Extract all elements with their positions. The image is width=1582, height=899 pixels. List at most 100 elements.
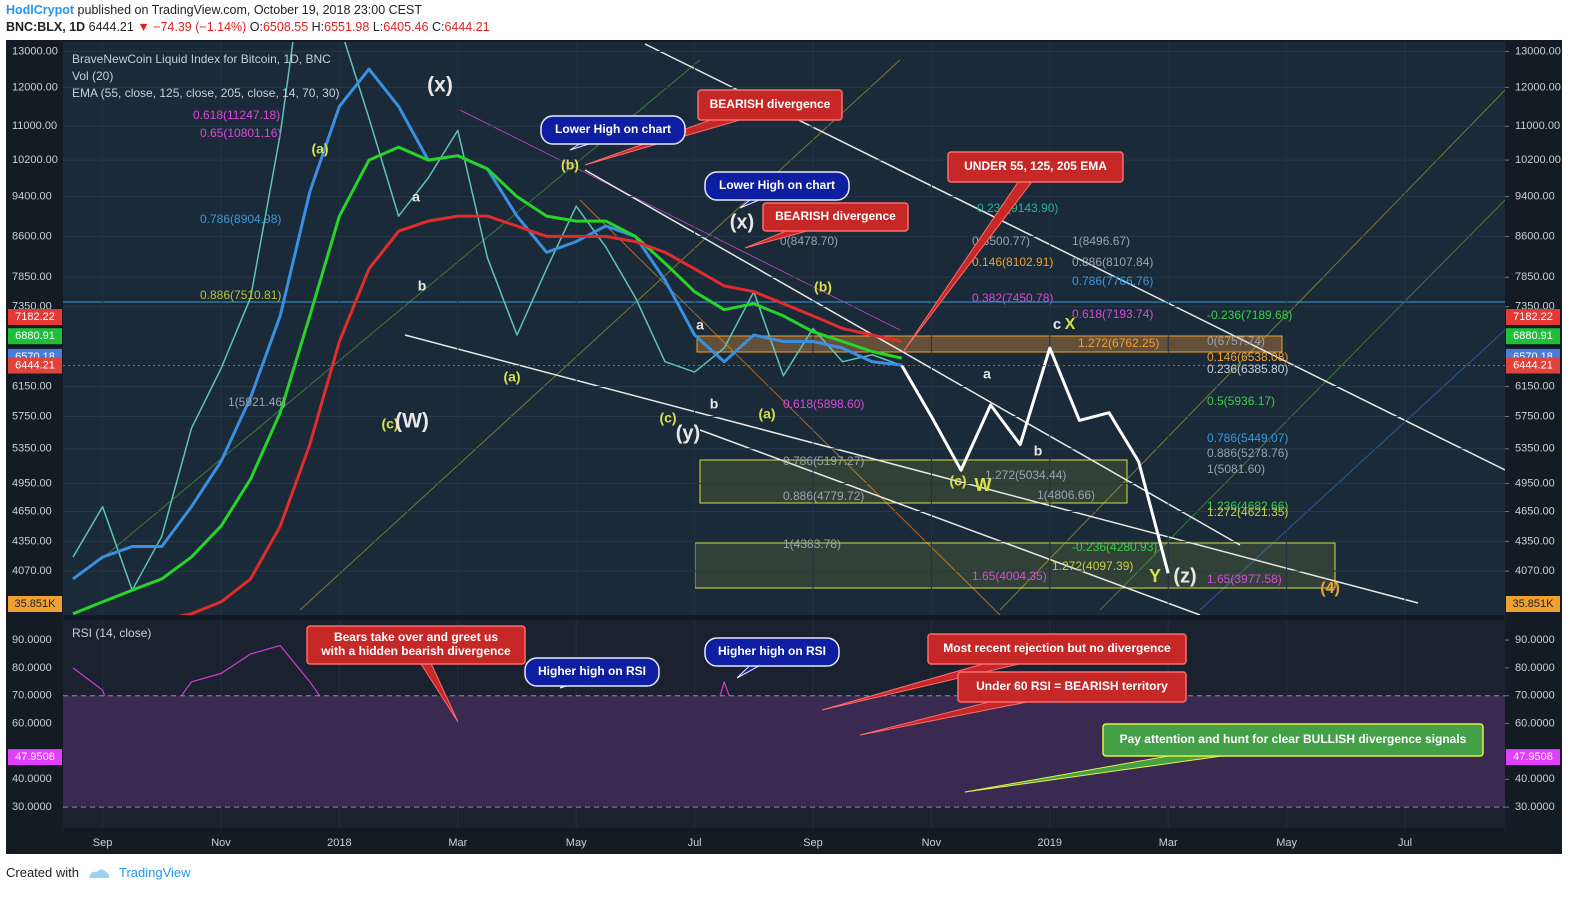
callout-text: with a hidden bearish divergence	[320, 644, 511, 658]
wave-label: (x)	[427, 74, 453, 97]
callout	[697, 89, 843, 121]
brand[interactable]: TradingView	[118, 865, 191, 880]
y-tick-label: 80.0000	[1515, 662, 1555, 674]
callout	[704, 637, 840, 667]
x-tick-label: 2019	[1038, 837, 1062, 849]
fib-label: 0(6757.74)	[1207, 334, 1265, 348]
y-tick-label: 4350.00	[1515, 535, 1555, 547]
fib-label: 0.146(6538.08)	[1207, 350, 1288, 364]
fib-label: 1.272(4097.39)	[1052, 559, 1133, 573]
y-tick-label: 70.0000	[12, 690, 52, 702]
wave-label: b	[710, 396, 719, 412]
callout	[524, 657, 660, 687]
y-tick-label: 4950.00	[12, 477, 52, 489]
callout	[957, 671, 1187, 703]
callout	[1102, 723, 1484, 757]
trend-line	[579, 199, 1001, 615]
fib-label: 0.146(8102.91)	[972, 255, 1053, 269]
fib-label: 1.272(6762.25)	[1078, 336, 1159, 350]
y-tick-label: 13000.00	[1515, 45, 1561, 57]
y-tick-label: 5750.00	[12, 410, 52, 422]
y-tick-label: 10200.00	[1515, 154, 1561, 166]
callout-text: Pay attention and hunt for clear BULLISH…	[1120, 732, 1467, 746]
wave-label: c	[1053, 316, 1061, 333]
created-with: Created with	[6, 865, 79, 880]
callout-text: BEARISH divergence	[710, 97, 831, 111]
y-tick-label: 6150.00	[12, 380, 52, 392]
y-tick-label: 90.0000	[1515, 634, 1555, 646]
series-line	[72, 42, 903, 591]
volume-tag-label: 35.851K	[1513, 598, 1555, 610]
y-tick-label: 7850.00	[12, 271, 52, 283]
fib-label: 0.786(5197.27)	[783, 454, 864, 468]
fib-label: 0.618(11247.18)	[193, 108, 280, 122]
y-tick-label: 12000.00	[1515, 81, 1561, 93]
wave-label: (W)	[395, 410, 429, 433]
y-tick-label: 5350.00	[12, 443, 52, 455]
fib-label: 0.382(7450.78)	[972, 291, 1053, 305]
fib-label: 0.886(7510.81)	[200, 288, 281, 302]
callout-text: BEARISH divergence	[775, 209, 896, 223]
price-tag	[8, 357, 62, 374]
y-tick-label: 60.0000	[1515, 717, 1555, 729]
wave-label: (a)	[758, 406, 775, 422]
ohlc-value: 6508.55	[262, 20, 309, 34]
fib-label: 0.786(5449.07)	[1207, 431, 1288, 445]
price-tag-label: 6444.21	[1513, 359, 1553, 371]
wave-label: (y)	[676, 422, 700, 444]
logo	[88, 869, 110, 878]
x-tick-label: Sep	[803, 837, 823, 849]
x-tick-label: Jul	[1398, 837, 1412, 849]
author[interactable]: HodlCrypot	[6, 3, 75, 17]
wave-label: b	[418, 278, 427, 294]
series-line	[178, 214, 903, 615]
symbol: BNC:BLX, 1D	[6, 20, 86, 34]
fib-label: 0.618(5898.60)	[783, 397, 864, 411]
fib-label: 1(5081.60)	[1207, 462, 1265, 476]
y-tick-label: 4070.00	[12, 565, 52, 577]
wave-label: a	[983, 366, 991, 382]
series-line	[72, 145, 903, 615]
callout	[306, 625, 526, 665]
y-tick-label: 9400.00	[1515, 191, 1555, 203]
callout-text: Most recent rejection but no divergence	[943, 641, 1171, 655]
fib-label: 1.65(3977.58)	[1207, 572, 1282, 586]
price-tag	[1506, 749, 1560, 766]
x-tick-label: Mar	[1159, 837, 1178, 849]
y-tick-label: 9400.00	[12, 191, 52, 203]
fib-label: 1(5921.46)	[228, 395, 286, 409]
x-tick-label: Nov	[922, 837, 942, 849]
y-tick-label: 60.0000	[12, 717, 52, 729]
x-tick-label: May	[566, 837, 587, 849]
price-tag-label: 7182.22	[15, 311, 55, 323]
fib-label: 1.272(4621.35)	[1207, 505, 1288, 519]
fib-label: 0.886(8107.84)	[1072, 255, 1153, 269]
y-tick-label: 4950.00	[1515, 477, 1555, 489]
callout-text: UNDER 55, 125, 205 EMA	[964, 159, 1107, 173]
fib-label: 0.5(5936.17)	[1207, 394, 1275, 408]
y-tick-label: 80.0000	[12, 662, 52, 674]
fib-zone	[699, 459, 1128, 504]
callout-text: Under 60 RSI = BEARISH territory	[976, 679, 1168, 693]
series-line	[900, 346, 1170, 574]
fib-zone	[696, 335, 1283, 353]
callout	[704, 171, 850, 201]
callout-text: Lower High on chart	[555, 122, 671, 136]
volume-tag	[1506, 596, 1560, 612]
legend-item: EMA (55, close, 125, close, 205, close, …	[72, 86, 340, 100]
wave-label: (b)	[814, 279, 832, 295]
ohlc-key: L:	[372, 20, 384, 34]
x-tick-label: Mar	[448, 837, 467, 849]
y-tick-label: 40.0000	[1515, 773, 1555, 785]
wave-label: (x)	[730, 211, 754, 233]
y-tick-label: 4350.00	[12, 535, 52, 547]
rsi-title: RSI (14, close)	[72, 626, 151, 640]
callout-text: Higher high on RSI	[538, 664, 646, 678]
change: ▼ −74.39 (−1.14%)	[137, 20, 247, 34]
price-tag	[1506, 309, 1560, 326]
fib-label: -0.236(7189.68)	[1207, 308, 1292, 322]
wave-label: b	[1034, 443, 1043, 459]
